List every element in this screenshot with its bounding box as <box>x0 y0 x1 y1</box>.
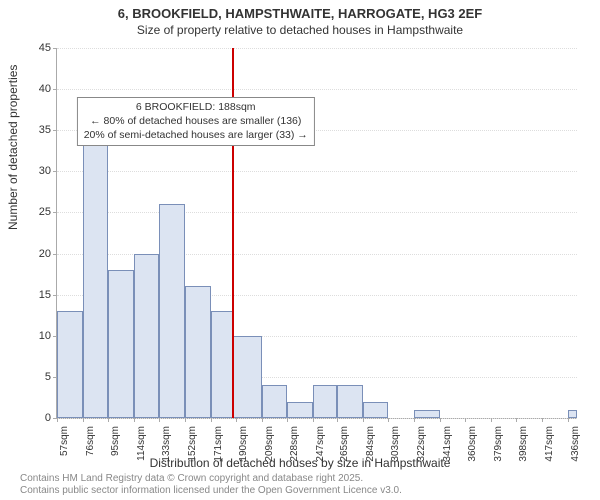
annotation-line: ← 80% of detached houses are smaller (13… <box>84 115 308 129</box>
ytick-label: 35 <box>21 124 57 136</box>
xtick-mark <box>491 418 492 422</box>
histogram-bar <box>337 385 363 418</box>
xtick-mark <box>134 418 135 422</box>
footer-line-2: Contains public sector information licen… <box>20 485 402 497</box>
annotation-line: 6 BROOKFIELD: 188sqm <box>84 101 308 115</box>
ytick-label: 45 <box>21 42 57 54</box>
xtick-mark <box>57 418 58 422</box>
ytick-label: 0 <box>21 412 57 424</box>
xtick-mark <box>83 418 84 422</box>
xtick-label: 76sqm <box>85 422 96 456</box>
ytick-label: 10 <box>21 330 57 342</box>
annotation-box: 6 BROOKFIELD: 188sqm← 80% of detached ho… <box>77 97 315 146</box>
ytick-label: 15 <box>21 289 57 301</box>
gridline <box>57 418 577 420</box>
plot-area: 05101520253035404557sqm76sqm95sqm114sqm1… <box>56 48 577 419</box>
chart-title: 6, BROOKFIELD, HAMPSTHWAITE, HARROGATE, … <box>0 0 600 21</box>
histogram-bar <box>262 385 288 418</box>
gridline <box>57 212 577 214</box>
xtick-mark <box>262 418 263 422</box>
histogram-bar <box>134 254 160 418</box>
ytick-label: 5 <box>21 371 57 383</box>
histogram-bar <box>57 311 83 418</box>
annotation-line: 20% of semi-detached houses are larger (… <box>84 129 308 143</box>
gridline <box>57 89 577 91</box>
xtick-mark <box>568 418 569 422</box>
histogram-bar <box>414 410 440 418</box>
histogram-bar <box>568 410 577 418</box>
histogram-bar <box>363 402 389 418</box>
histogram-bar <box>159 204 185 418</box>
xtick-mark <box>313 418 314 422</box>
gridline <box>57 48 577 50</box>
xtick-label: 95sqm <box>110 422 121 456</box>
xtick-mark <box>363 418 364 422</box>
histogram-bar <box>211 311 234 418</box>
xtick-mark <box>440 418 441 422</box>
chart-subtitle: Size of property relative to detached ho… <box>0 23 600 37</box>
x-axis-label: Distribution of detached houses by size … <box>0 456 600 470</box>
xtick-mark <box>211 418 212 422</box>
gridline <box>57 171 577 173</box>
ytick-label: 40 <box>21 83 57 95</box>
histogram-bar <box>185 286 211 418</box>
histogram-bar <box>233 336 261 418</box>
histogram-bar <box>313 385 337 418</box>
footer-line-1: Contains HM Land Registry data © Crown c… <box>20 473 402 485</box>
ytick-label: 20 <box>21 248 57 260</box>
xtick-mark <box>185 418 186 422</box>
ytick-label: 25 <box>21 206 57 218</box>
xtick-mark <box>542 418 543 422</box>
xtick-mark <box>236 418 237 422</box>
histogram-bar <box>83 122 109 418</box>
y-axis-label: Number of detached properties <box>6 65 20 230</box>
histogram-bar <box>108 270 134 418</box>
footer-attribution: Contains HM Land Registry data © Crown c… <box>20 473 402 497</box>
ytick-label: 30 <box>21 165 57 177</box>
chart-container: 6, BROOKFIELD, HAMPSTHWAITE, HARROGATE, … <box>0 0 600 500</box>
histogram-bar <box>287 402 313 418</box>
xtick-mark <box>414 418 415 422</box>
xtick-label: 57sqm <box>59 422 70 456</box>
